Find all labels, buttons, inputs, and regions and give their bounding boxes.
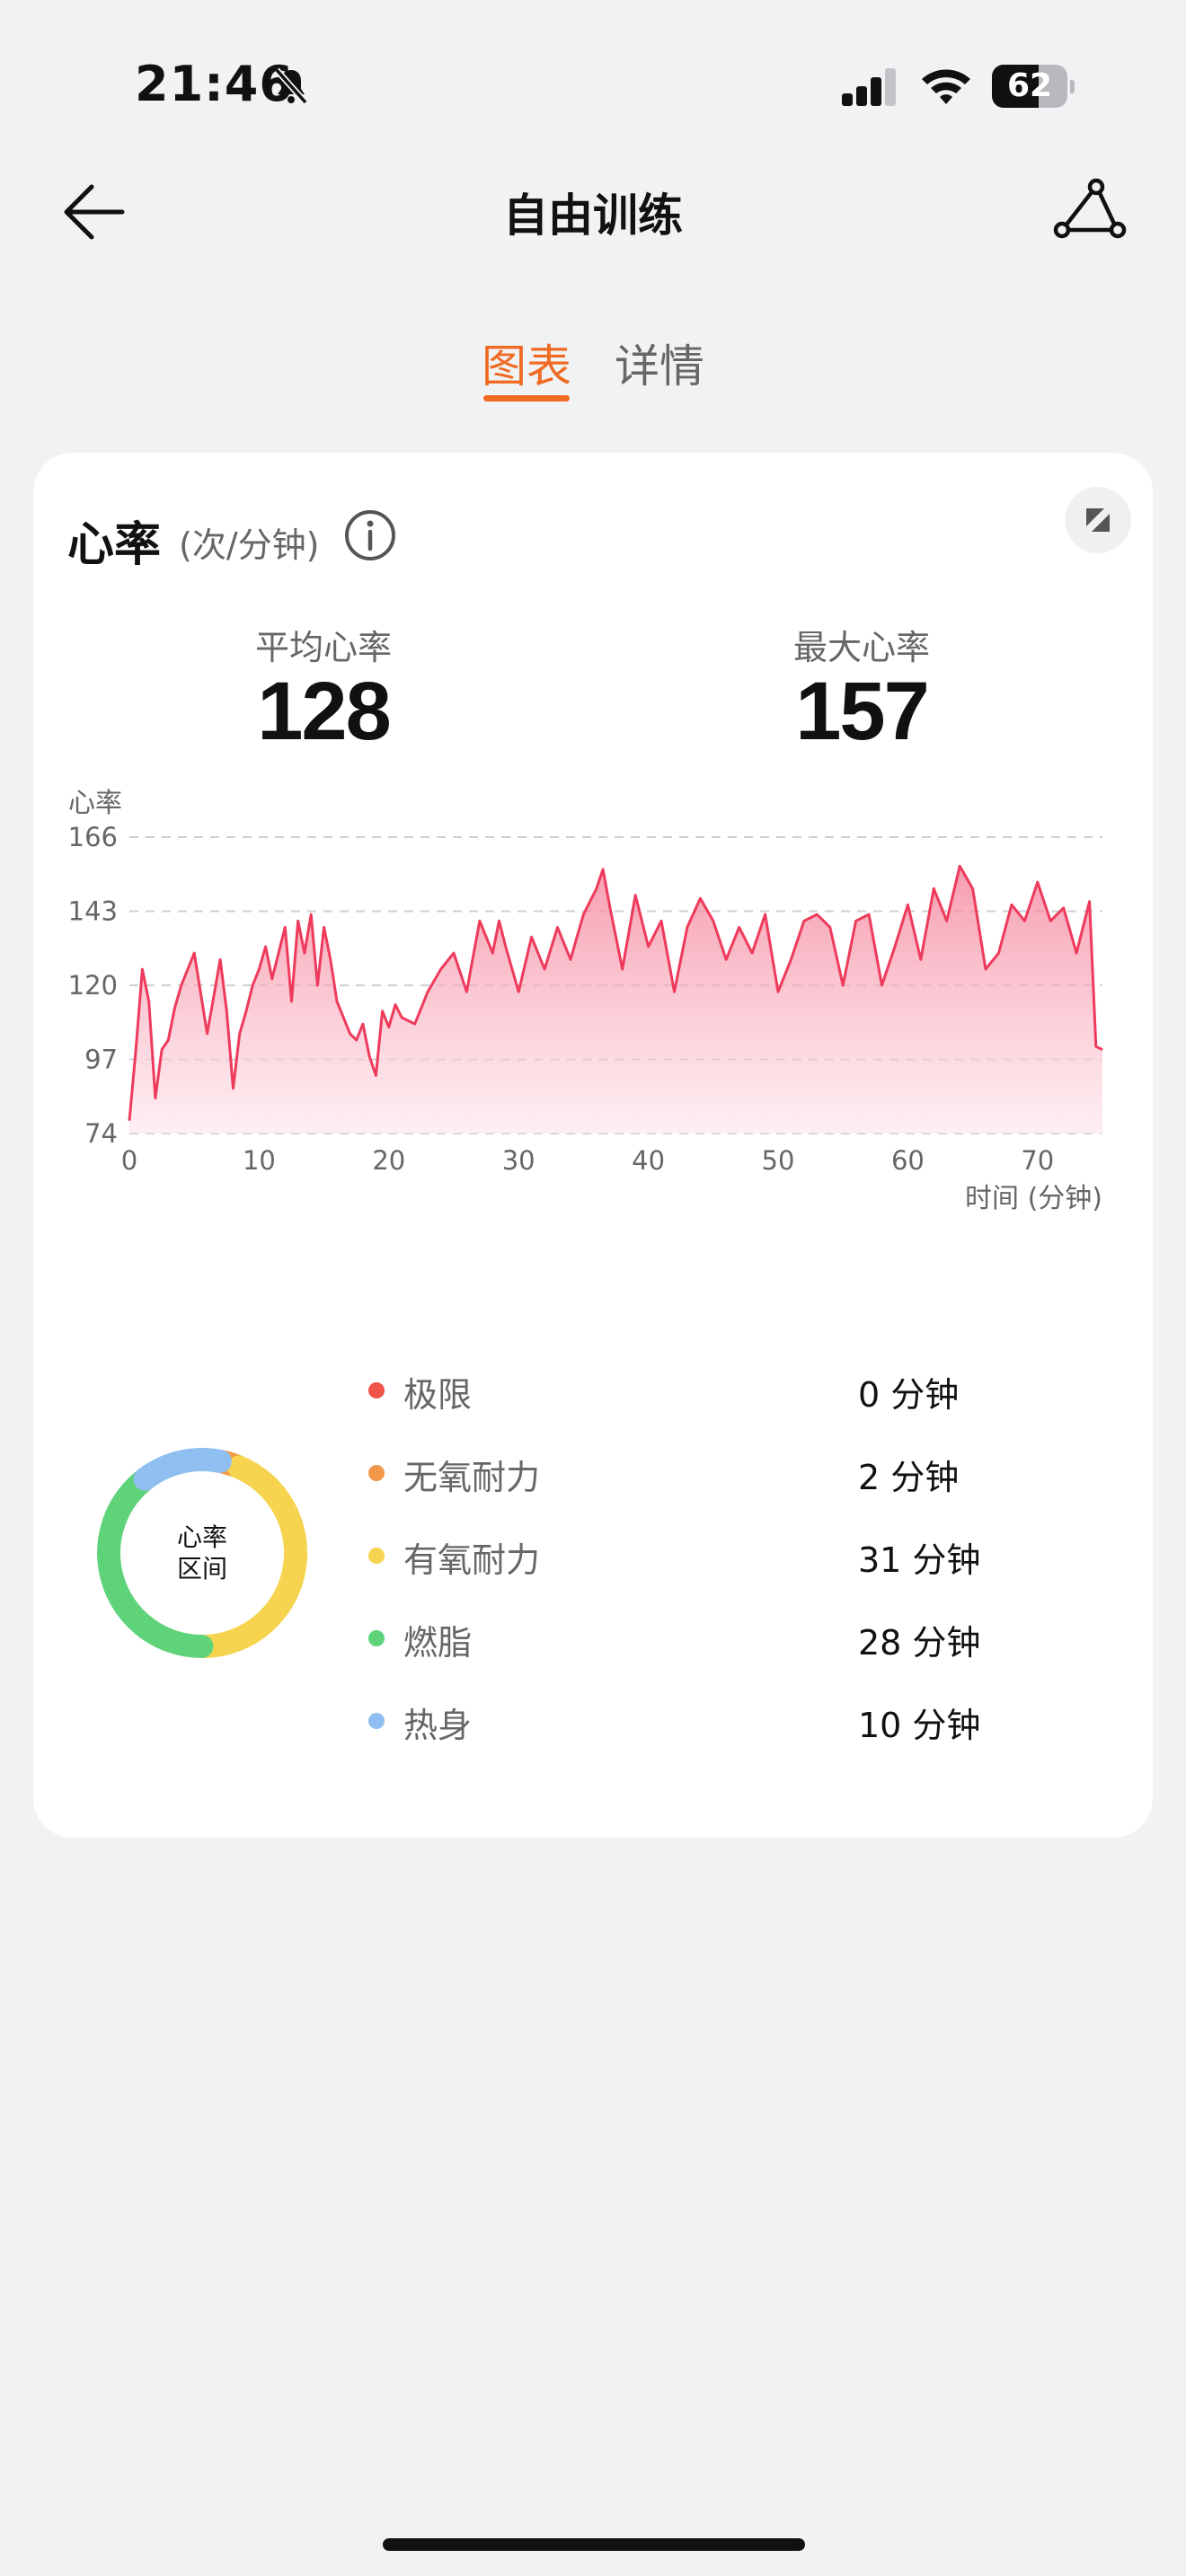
zone-row-fat-burn: 燃脂 28 分钟 [366,1611,1111,1665]
chart-series-line [128,864,1103,1121]
chart-x-tick-label: 20 [372,1145,405,1176]
card-unit: (次/分钟) [179,525,320,565]
zone-value: 0 分钟 [858,1375,960,1415]
chart-x-tick-label: 40 [632,1145,665,1176]
chart-y-axis-label: 心率 [68,788,122,819]
zone-name: 燃脂 [403,1623,473,1663]
status-time: 21:46 [135,56,294,112]
tab-detail[interactable]: 详情 [615,340,704,393]
wifi-icon [922,69,970,104]
donut-segment [193,1455,308,1658]
expand-icon [1086,508,1110,532]
chart-x-tick-label: 10 [243,1145,276,1176]
page-title: 自由训练 [503,190,683,242]
zone-row-warm-up: 热身 10 分钟 [366,1694,1111,1748]
zone-row-anaerobic: 无氧耐力 2 分钟 [366,1446,1111,1500]
home-indicator[interactable] [383,2538,805,2551]
chart-area-fill [129,866,1102,1134]
expand-button[interactable] [1065,487,1131,553]
avg-heart-rate-label: 平均心率 [254,628,392,667]
zone-dot [368,1713,385,1729]
info-icon[interactable] [343,508,397,562]
zone-name: 无氧耐力 [403,1458,541,1497]
zone-row-aerobic: 有氧耐力 31 分钟 [366,1529,1111,1583]
battery-indicator: 62 [992,65,1075,108]
chart-x-axis-label: 时间 (分钟) [965,1183,1102,1214]
active-tab-indicator [483,395,570,401]
chart-x-tick-label: 30 [502,1145,535,1176]
heart-rate-card: 心率 (次/分钟) 平均心率 128 最大心率 157 心率 时间 (分钟) 1… [33,453,1153,1838]
zone-name: 热身 [403,1706,473,1745]
chart-x-tick-label: 50 [762,1145,795,1176]
chart-y-tick-label: 97 [84,1045,118,1075]
zone-row-limit: 极限 0 分钟 [366,1363,1111,1417]
card-title: 心率 [67,518,162,572]
zone-value: 2 分钟 [858,1458,960,1497]
chart-x-tick-label: 60 [891,1145,925,1176]
chart-y-tick-label: 120 [68,970,118,1001]
heart-rate-zone-donut: 心率 区间 [97,1448,308,1658]
zone-value: 28 分钟 [858,1623,981,1663]
zone-name: 极限 [403,1375,473,1415]
chart-y-tick-label: 166 [68,822,118,852]
heart-rate-chart: 心率 时间 (分钟) 166 143 120 97 74 0 10 20 30 40 50 60 70 [68,788,1103,1214]
max-heart-rate-label: 最大心率 [792,628,930,667]
max-heart-rate-value: 157 [795,666,930,757]
back-arrow-icon[interactable] [56,176,128,248]
donut-center-label-1: 心率 [177,1522,227,1552]
zone-value: 10 分钟 [858,1706,981,1745]
battery-percent: 62 [1006,67,1053,104]
tab-chart[interactable]: 图表 [482,340,571,393]
share-route-icon[interactable] [1049,176,1130,248]
donut-segment [97,1469,214,1658]
bell-muted-icon [274,67,308,105]
cellular-signal-icon [842,68,896,106]
chart-y-tick-label: 74 [84,1118,118,1149]
zone-name: 有氧耐力 [403,1540,541,1580]
status-bar: 21:46 62 [0,0,1186,171]
chart-y-tick-label: 143 [68,896,118,927]
chart-x-tick-label: 70 [1021,1145,1054,1176]
zone-dot [368,1465,385,1481]
zone-dot [368,1548,385,1564]
zone-dot [368,1630,385,1646]
chart-x-tick-label: 0 [121,1145,137,1176]
zone-dot [368,1382,385,1398]
tab-bar: 图表 详情 [0,331,1186,411]
avg-heart-rate-value: 128 [257,666,392,757]
donut-center-label-2: 区间 [177,1554,227,1584]
zone-value: 31 分钟 [858,1540,981,1580]
donut-segment [133,1448,232,1491]
